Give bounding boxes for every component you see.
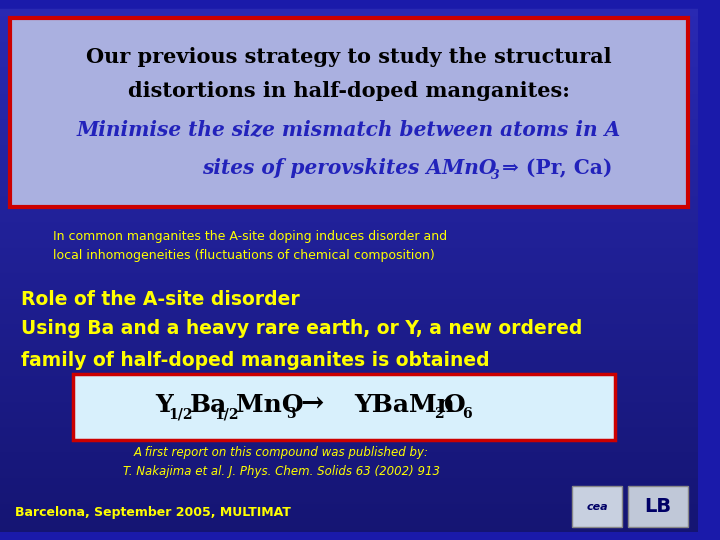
Text: local inhomogeneities (fluctuations of chemical composition): local inhomogeneities (fluctuations of c… [53,249,435,262]
Text: Barcelona, September 2005, MULTIMAT: Barcelona, September 2005, MULTIMAT [14,506,290,519]
Text: 3: 3 [492,168,500,181]
Text: Role of the A-site disorder: Role of the A-site disorder [22,289,300,308]
Text: 3: 3 [286,407,296,421]
Bar [628,486,688,527]
Text: Minimise the size mismatch between atoms in A: Minimise the size mismatch between atoms… [77,119,621,139]
Text: Our previous strategy to study the structural: Our previous strategy to study the struc… [86,47,612,67]
Text: Ba: Ba [190,393,228,417]
Text: family of half-doped manganites is obtained: family of half-doped manganites is obtai… [22,350,490,370]
Text: Y: Y [155,393,173,417]
Text: Using Ba and a heavy rare earth, or Y, a new ordered: Using Ba and a heavy rare earth, or Y, a… [22,319,582,338]
Text: In common manganites the A-site doping induces disorder and: In common manganites the A-site doping i… [53,230,447,242]
Text: →: → [300,392,324,418]
Text: ⇒ (Pr, Ca): ⇒ (Pr, Ca) [502,158,613,178]
Text: T. Nakajima et al. J. Phys. Chem. Solids 63 (2002) 913: T. Nakajima et al. J. Phys. Chem. Solids… [122,465,440,478]
Text: MnO: MnO [235,393,303,417]
Bar [73,374,616,440]
Text: YBaMn: YBaMn [354,393,454,417]
Text: LB: LB [644,497,672,516]
Text: 1/2: 1/2 [215,407,239,421]
Text: 1/2: 1/2 [168,407,193,421]
Text: A first report on this compound was published by:: A first report on this compound was publ… [134,446,428,458]
Text: 2: 2 [434,407,444,421]
Text: cea: cea [586,502,608,511]
Bar [572,486,622,527]
Text: sites of perovskites AMnO: sites of perovskites AMnO [202,158,496,178]
Text: 6: 6 [462,407,472,421]
Bar [9,18,688,207]
Text: distortions in half-doped manganites:: distortions in half-doped manganites: [128,80,570,100]
Text: O: O [444,393,466,417]
